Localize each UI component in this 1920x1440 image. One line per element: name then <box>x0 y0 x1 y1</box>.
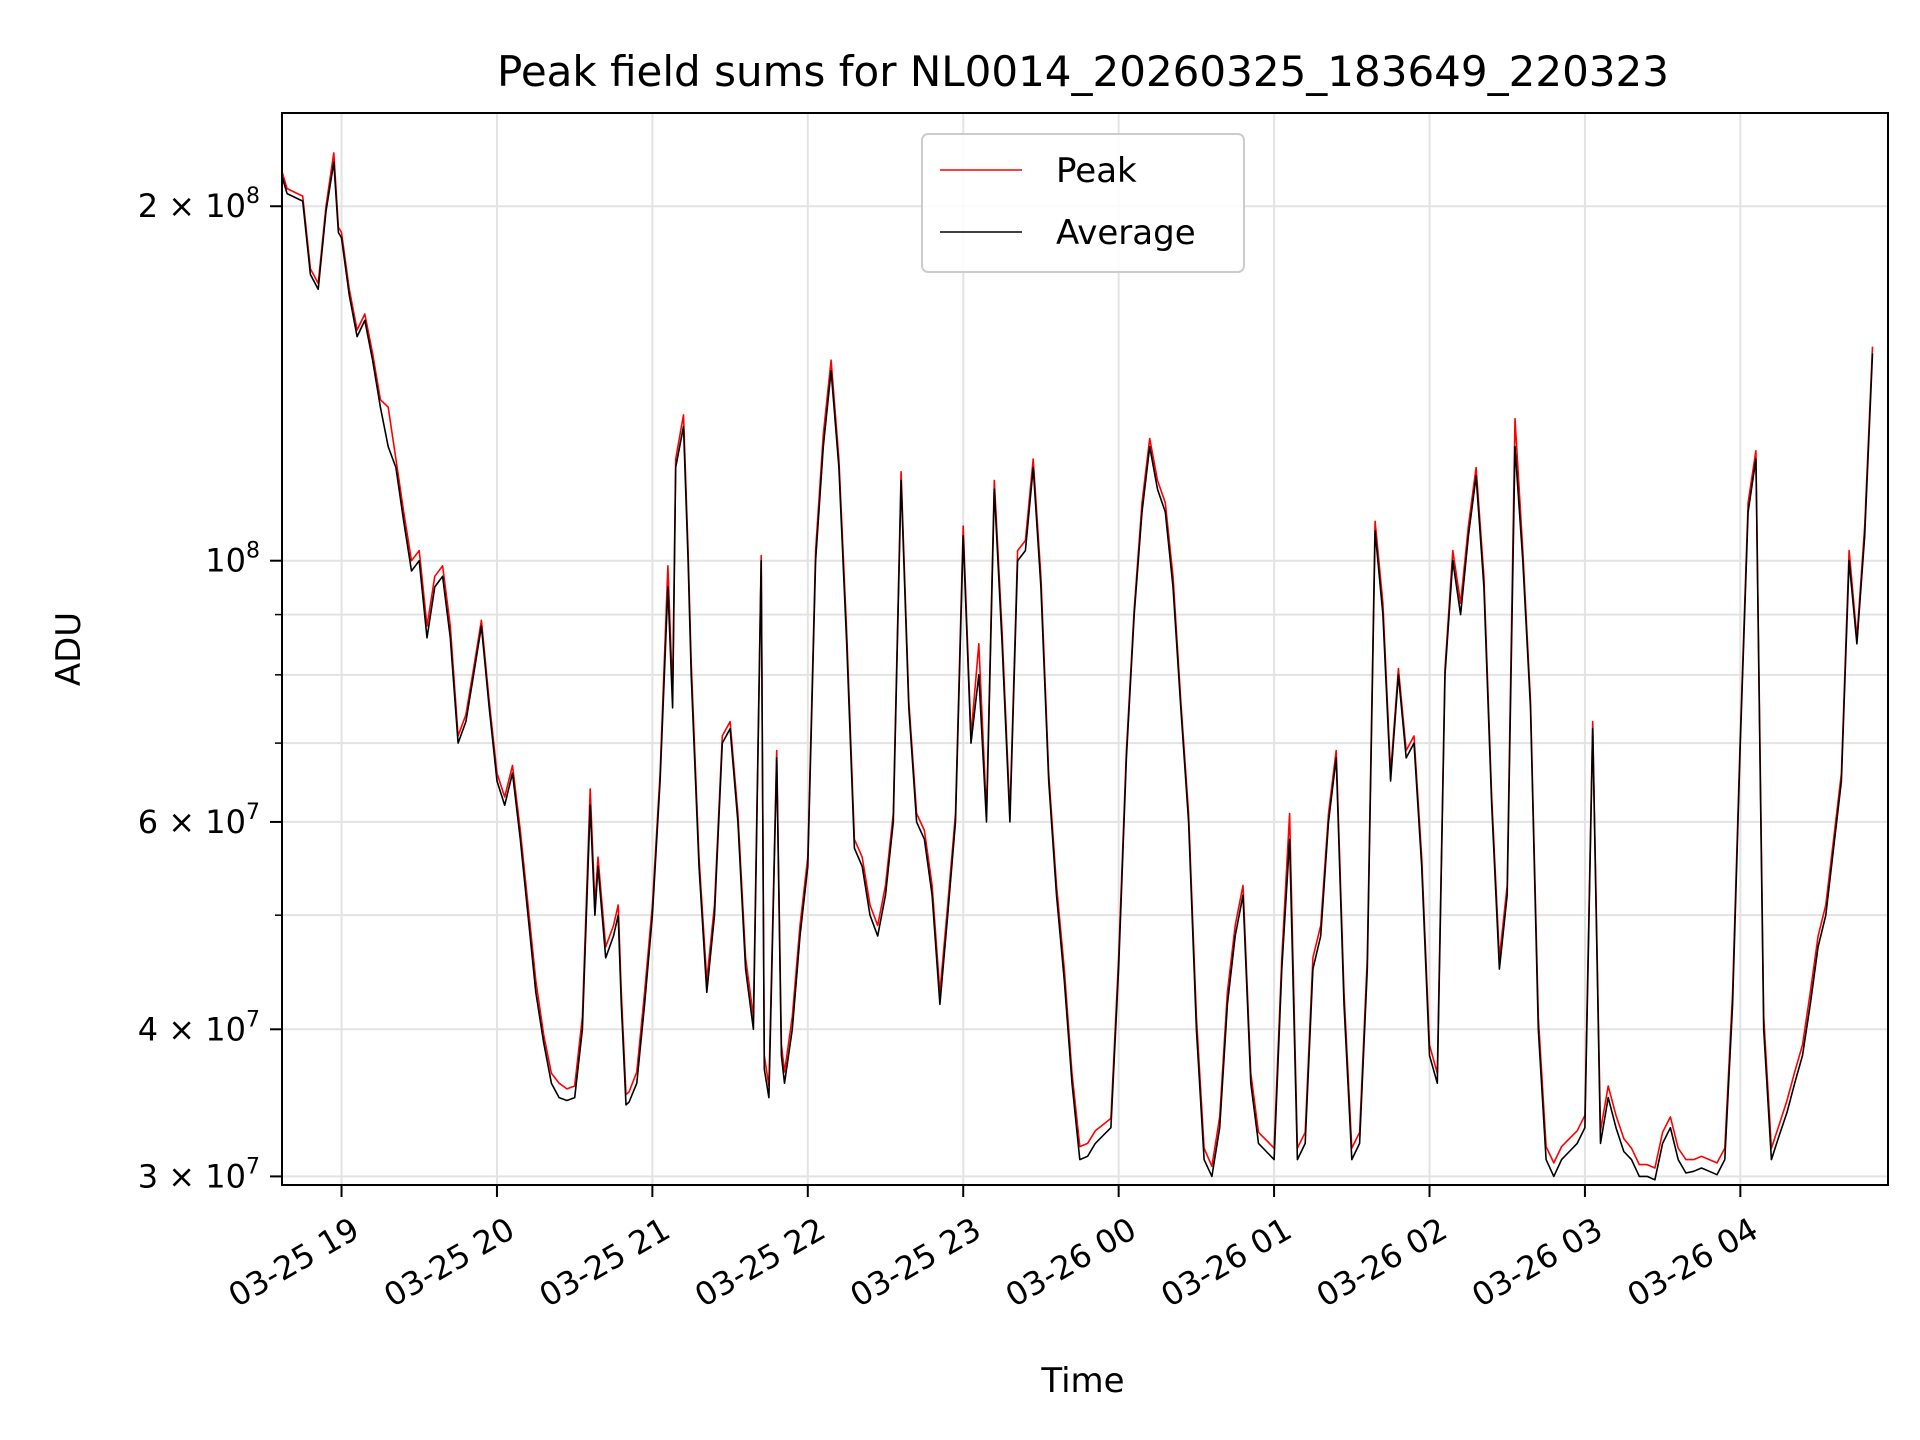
legend-label-peak: Peak <box>1056 151 1137 191</box>
legend-label-average: Average <box>1056 213 1196 253</box>
legend-box <box>921 133 1245 273</box>
y-tick-label: 6 × 107 <box>138 800 260 841</box>
series-line-average <box>282 161 1874 1181</box>
plot-frame <box>281 112 1889 1186</box>
y-tick-label: 4 × 107 <box>138 1007 260 1048</box>
x-axis-title: Time <box>1040 1361 1124 1401</box>
y-tick-label: 108 <box>205 539 260 580</box>
series-layer <box>282 152 1874 1181</box>
chart-title: Peak field sums for NL0014_20260325_1836… <box>497 47 1669 96</box>
y-tick-label: 2 × 108 <box>138 184 260 225</box>
y-axis-title: ADU <box>49 612 89 686</box>
legend: Peak Average <box>921 133 1245 273</box>
grid-layer <box>282 113 1888 1185</box>
y-tick-label: 3 × 107 <box>138 1154 260 1195</box>
